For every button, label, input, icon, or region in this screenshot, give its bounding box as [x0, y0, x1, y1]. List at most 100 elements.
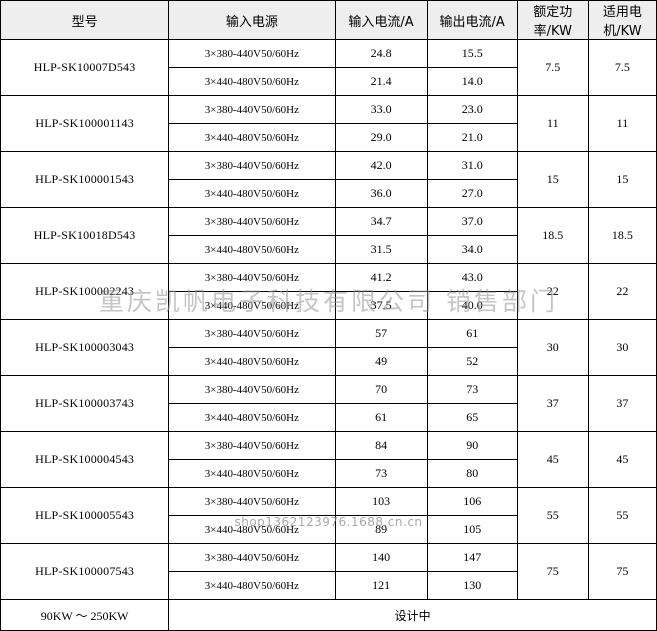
cell-rated-power: 45 [516, 431, 589, 488]
table-row: HLP-SK100001543 3×380-440V50/60Hz 42.0 3… [0, 151, 657, 208]
cell-output-current: 40.0 [426, 291, 518, 320]
cell-model: HLP-SK10007D543 [0, 39, 170, 96]
cell-input-current: 140 [334, 543, 428, 572]
cell-rated-power: 18.5 [516, 207, 589, 264]
cell-model-range: 90KW ～ 250KW [0, 599, 170, 631]
cell-supply: 3×380-440V50/60Hz [168, 319, 336, 348]
cell-input-current: 21.4 [334, 67, 428, 96]
cell-model: HLP-SK10018D543 [0, 207, 170, 264]
cell-output-current: 21.0 [426, 123, 518, 152]
cell-design-note: 设计中 [168, 599, 657, 631]
cell-input-current: 73 [334, 459, 428, 488]
table-row: HLP-SK100003743 3×380-440V50/60Hz 70 73 … [0, 375, 657, 432]
cell-supply: 3×440-480V50/60Hz [168, 403, 336, 432]
cell-rated-power: 22 [516, 263, 589, 320]
cell-supply: 3×440-480V50/60Hz [168, 123, 336, 152]
cell-supply: 3×440-480V50/60Hz [168, 179, 336, 208]
cell-output-current: 43.0 [426, 263, 518, 292]
cell-input-current: 37.5 [334, 291, 428, 320]
cell-supply: 3×380-440V50/60Hz [168, 263, 336, 292]
cell-motor-power: 15 [587, 151, 657, 208]
table-row: 3×440-480V50/60Hz 36.0 27.0 [1, 179, 657, 208]
cell-rated-power: 15 [516, 151, 589, 208]
table-row: 3×440-480V50/60Hz 73 80 [1, 459, 657, 488]
cell-rated-power: 37 [516, 375, 589, 432]
table-header: 型号 输入电源 输入电流/A 输出电流/A 额定功率/KW 适用电机/KW [0, 0, 657, 40]
cell-motor-power: 75 [587, 543, 657, 600]
cell-input-current: 42.0 [334, 151, 428, 180]
cell-supply: 3×440-480V50/60Hz [168, 291, 336, 320]
cell-model: HLP-SK100003743 [0, 375, 170, 432]
table-row: 3×440-480V50/60Hz 29.0 21.0 [1, 123, 657, 152]
cell-output-current: 65 [426, 403, 518, 432]
cell-output-current: 31.0 [426, 151, 518, 180]
cell-output-current: 37.0 [426, 207, 518, 236]
table-row: HLP-SK100004543 3×380-440V50/60Hz 84 90 … [0, 431, 657, 488]
cell-model: HLP-SK100001143 [0, 95, 170, 152]
table-row: HLP-SK100007543 3×380-440V50/60Hz 140 14… [0, 543, 657, 600]
cell-model: HLP-SK100007543 [0, 543, 170, 600]
header-input-current: 输入电流/A [334, 0, 428, 40]
header-input-supply: 输入电源 [168, 0, 336, 40]
cell-output-current: 14.0 [426, 67, 518, 96]
cell-output-current: 106 [426, 487, 518, 516]
cell-motor-power: 7.5 [587, 39, 657, 96]
cell-rated-power: 11 [516, 95, 589, 152]
table-body: HLP-SK10007D543 3×380-440V50/60Hz 24.8 1… [0, 39, 657, 631]
cell-motor-power: 45 [587, 431, 657, 488]
cell-motor-power: 18.5 [587, 207, 657, 264]
cell-output-current: 23.0 [426, 95, 518, 124]
cell-output-current: 147 [426, 543, 518, 572]
cell-motor-power: 30 [587, 319, 657, 376]
cell-supply: 3×380-440V50/60Hz [168, 375, 336, 404]
cell-input-current: 29.0 [334, 123, 428, 152]
table-row: HLP-SK10007D543 3×380-440V50/60Hz 24.8 1… [0, 39, 657, 96]
cell-input-current: 34.7 [334, 207, 428, 236]
cell-supply: 3×380-440V50/60Hz [168, 95, 336, 124]
table-row: 3×440-480V50/60Hz 89 105 [1, 515, 657, 544]
cell-supply: 3×440-480V50/60Hz [168, 571, 336, 600]
cell-input-current: 36.0 [334, 179, 428, 208]
table-row: 3×440-480V50/60Hz 21.4 14.0 [1, 67, 657, 96]
table-row: 3×440-480V50/60Hz 49 52 [1, 347, 657, 376]
cell-input-current: 33.0 [334, 95, 428, 124]
cell-supply: 3×380-440V50/60Hz [168, 151, 336, 180]
header-rated-power: 额定功率/KW [516, 0, 589, 40]
cell-output-current: 27.0 [426, 179, 518, 208]
cell-supply: 3×380-440V50/60Hz [168, 207, 336, 236]
cell-supply: 3×380-440V50/60Hz [168, 39, 336, 68]
cell-output-current: 73 [426, 375, 518, 404]
cell-rated-power: 55 [516, 487, 589, 544]
cell-supply: 3×440-480V50/60Hz [168, 515, 336, 544]
cell-model: HLP-SK100004543 [0, 431, 170, 488]
cell-motor-power: 37 [587, 375, 657, 432]
cell-output-current: 34.0 [426, 235, 518, 264]
cell-supply: 3×380-440V50/60Hz [168, 487, 336, 516]
table-header-row: 型号 输入电源 输入电流/A 输出电流/A 额定功率/KW 适用电机/KW [0, 0, 657, 40]
table-row: 3×440-480V50/60Hz 37.5 40.0 [1, 291, 657, 320]
cell-supply: 3×380-440V50/60Hz [168, 543, 336, 572]
table-row: HLP-SK10018D543 3×380-440V50/60Hz 34.7 3… [0, 207, 657, 264]
cell-motor-power: 55 [587, 487, 657, 544]
cell-input-current: 121 [334, 571, 428, 600]
cell-input-current: 49 [334, 347, 428, 376]
header-model: 型号 [0, 0, 170, 40]
cell-output-current: 15.5 [426, 39, 518, 68]
cell-input-current: 41.2 [334, 263, 428, 292]
cell-output-current: 61 [426, 319, 518, 348]
table-row: HLP-SK100003043 3×380-440V50/60Hz 57 61 … [0, 319, 657, 376]
cell-input-current: 84 [334, 431, 428, 460]
cell-model: HLP-SK100005543 [0, 487, 170, 544]
cell-input-current: 31.5 [334, 235, 428, 264]
table-footer-row: 90KW ～ 250KW 设计中 [0, 599, 657, 631]
cell-input-current: 70 [334, 375, 428, 404]
table-row: HLP-SK100002243 3×380-440V50/60Hz 41.2 4… [0, 263, 657, 320]
cell-supply: 3×440-480V50/60Hz [168, 347, 336, 376]
cell-supply: 3×440-480V50/60Hz [168, 67, 336, 96]
table-row: 3×440-480V50/60Hz 31.5 34.0 [1, 235, 657, 264]
cell-rated-power: 30 [516, 319, 589, 376]
cell-rated-power: 75 [516, 543, 589, 600]
cell-rated-power: 7.5 [516, 39, 589, 96]
cell-input-current: 103 [334, 487, 428, 516]
